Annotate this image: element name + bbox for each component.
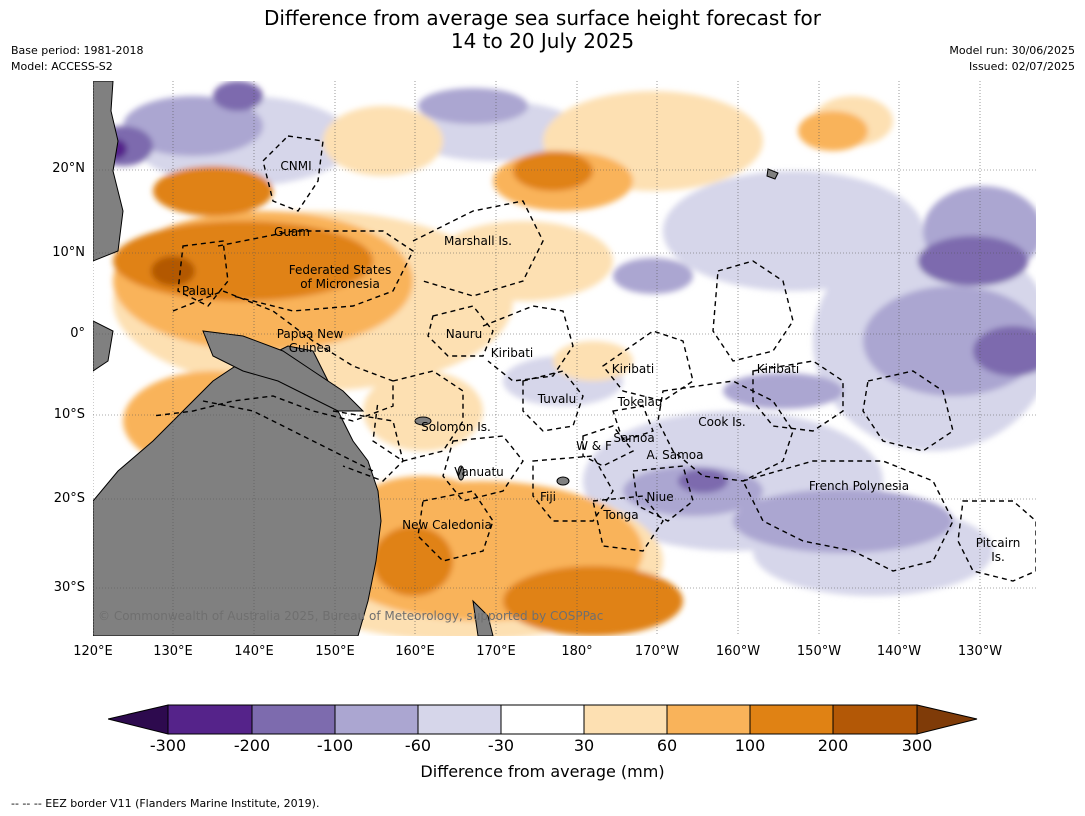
x-tick-140e: 140°E [234, 644, 274, 659]
label-cook-is: Cook Is. [698, 415, 746, 429]
land-borneo [93, 320, 114, 372]
label-cnmi: CNMI [280, 159, 312, 173]
label-fiji: Fiji [539, 490, 557, 504]
colorbar-bin-4 [417, 704, 502, 735]
model-run: Model run: 30/06/2025 [949, 44, 1075, 57]
x-tick-120e: 120°E [73, 644, 113, 659]
colorbar-bin-5 [500, 704, 585, 735]
map-svg [93, 81, 1036, 636]
colorbar-svg [107, 704, 978, 735]
colorbar-bin-3 [334, 704, 419, 735]
x-tick-170w: 170°W [634, 644, 680, 659]
x-tick-130w: 130°W [957, 644, 1003, 659]
y-tick-0: 0° [70, 326, 85, 341]
label-fsm-line2: of Micronesia [300, 277, 380, 291]
colorbar-bin-8 [749, 704, 834, 735]
label-american-samoa: A. Samoa [646, 448, 704, 462]
colorbar-bin-7 [666, 704, 751, 735]
label-png-line1: Papua New [276, 327, 344, 341]
meta-right: Model run: 30/06/2025 Issued: 02/07/2025 [949, 43, 1075, 75]
label-new-caledonia: New Caledonia [402, 518, 492, 532]
land [93, 81, 779, 636]
y-tick-20n: 20°N [52, 161, 85, 176]
footer-eez-note: -- -- -- EEZ border V11 (Flanders Marine… [11, 797, 320, 810]
title-line-1: Difference from average sea surface heig… [263, 6, 822, 30]
base-period: Base period: 1981-2018 [11, 44, 144, 57]
land-hawaii [766, 168, 779, 180]
issued-date: Issued: 02/07/2025 [968, 60, 1075, 73]
y-tick-10s: 10°S [53, 407, 85, 422]
label-vanuatu: Vanuatu [454, 465, 504, 479]
cb-tick-6: 30 [573, 736, 595, 755]
cb-tick-7: 60 [656, 736, 678, 755]
label-wallis-futuna: W & F [576, 439, 612, 453]
colorbar-bin-9 [832, 704, 918, 735]
x-tick-140w: 140°W [876, 644, 922, 659]
y-tick-10n: 10°N [52, 245, 85, 260]
eez-borders [152, 135, 1036, 582]
label-pitcairn-line1: Pitcairn [975, 536, 1021, 550]
x-tick-180: 180° [561, 644, 593, 659]
title-line-2: 14 to 20 July 2025 [450, 29, 635, 53]
y-tick-20s: 20°S [53, 491, 85, 506]
label-samoa: Samoa [613, 431, 655, 445]
model-name: Model: ACCESS-S2 [11, 60, 113, 73]
label-kiribati-east: Kiribati [756, 362, 800, 376]
label-png-line2: Guinea [288, 341, 332, 355]
x-tick-170e: 170°E [476, 644, 516, 659]
colorbar-extend-max [916, 704, 978, 735]
label-french-polynesia: French Polynesia [808, 479, 910, 493]
x-tick-160e: 160°E [395, 644, 435, 659]
cb-tick-1: -300 [149, 736, 187, 755]
colorbar-label: Difference from average (mm) [420, 762, 665, 781]
label-marshall-is: Marshall Is. [444, 234, 512, 248]
cb-tick-5: -30 [487, 736, 515, 755]
x-tick-150e: 150°E [315, 644, 355, 659]
x-tick-130e: 130°E [153, 644, 193, 659]
cb-tick-2: -200 [233, 736, 271, 755]
colorbar-extend-min [107, 704, 169, 735]
colorbar-bin-1 [167, 704, 253, 735]
label-niue: Niue [646, 490, 674, 504]
anomaly-map [93, 81, 1036, 636]
label-fsm-line1: Federated States [288, 263, 392, 277]
colorbar-bin-6 [583, 704, 668, 735]
cb-tick-8: 100 [734, 736, 766, 755]
x-tick-150w: 150°W [796, 644, 842, 659]
label-kiribati-west: Kiribati [490, 346, 534, 360]
x-tick-160w: 160°W [715, 644, 761, 659]
cb-tick-3: -100 [316, 736, 354, 755]
label-palau: Palau [181, 284, 215, 298]
label-tuvalu: Tuvalu [537, 392, 577, 406]
land-philippines [93, 81, 124, 262]
land-new-guinea [202, 330, 365, 412]
cb-tick-9: 200 [817, 736, 849, 755]
label-nauru: Nauru [445, 327, 483, 341]
cb-tick-4: -60 [404, 736, 432, 755]
meta-left: Base period: 1981-2018 Model: ACCESS-S2 [11, 43, 143, 75]
colorbar-bin-2 [251, 704, 336, 735]
colorbar [107, 704, 978, 736]
land-new-zealand [472, 599, 494, 636]
copyright-notice: © Commonwealth of Australia 2025, Bureau… [98, 609, 604, 623]
label-pitcairn-line2: Is. [991, 550, 1005, 564]
label-tonga: Tonga [603, 508, 639, 522]
label-tokelau: Tokelau [617, 395, 663, 409]
cb-tick-10: 300 [901, 736, 933, 755]
y-tick-30s: 30°S [53, 580, 85, 595]
label-guam: Guam [274, 225, 310, 239]
label-solomon-is: Solomon Is. [421, 420, 491, 434]
chart-title: Difference from average sea surface heig… [0, 7, 1085, 53]
label-kiribati-central: Kiribati [611, 362, 655, 376]
